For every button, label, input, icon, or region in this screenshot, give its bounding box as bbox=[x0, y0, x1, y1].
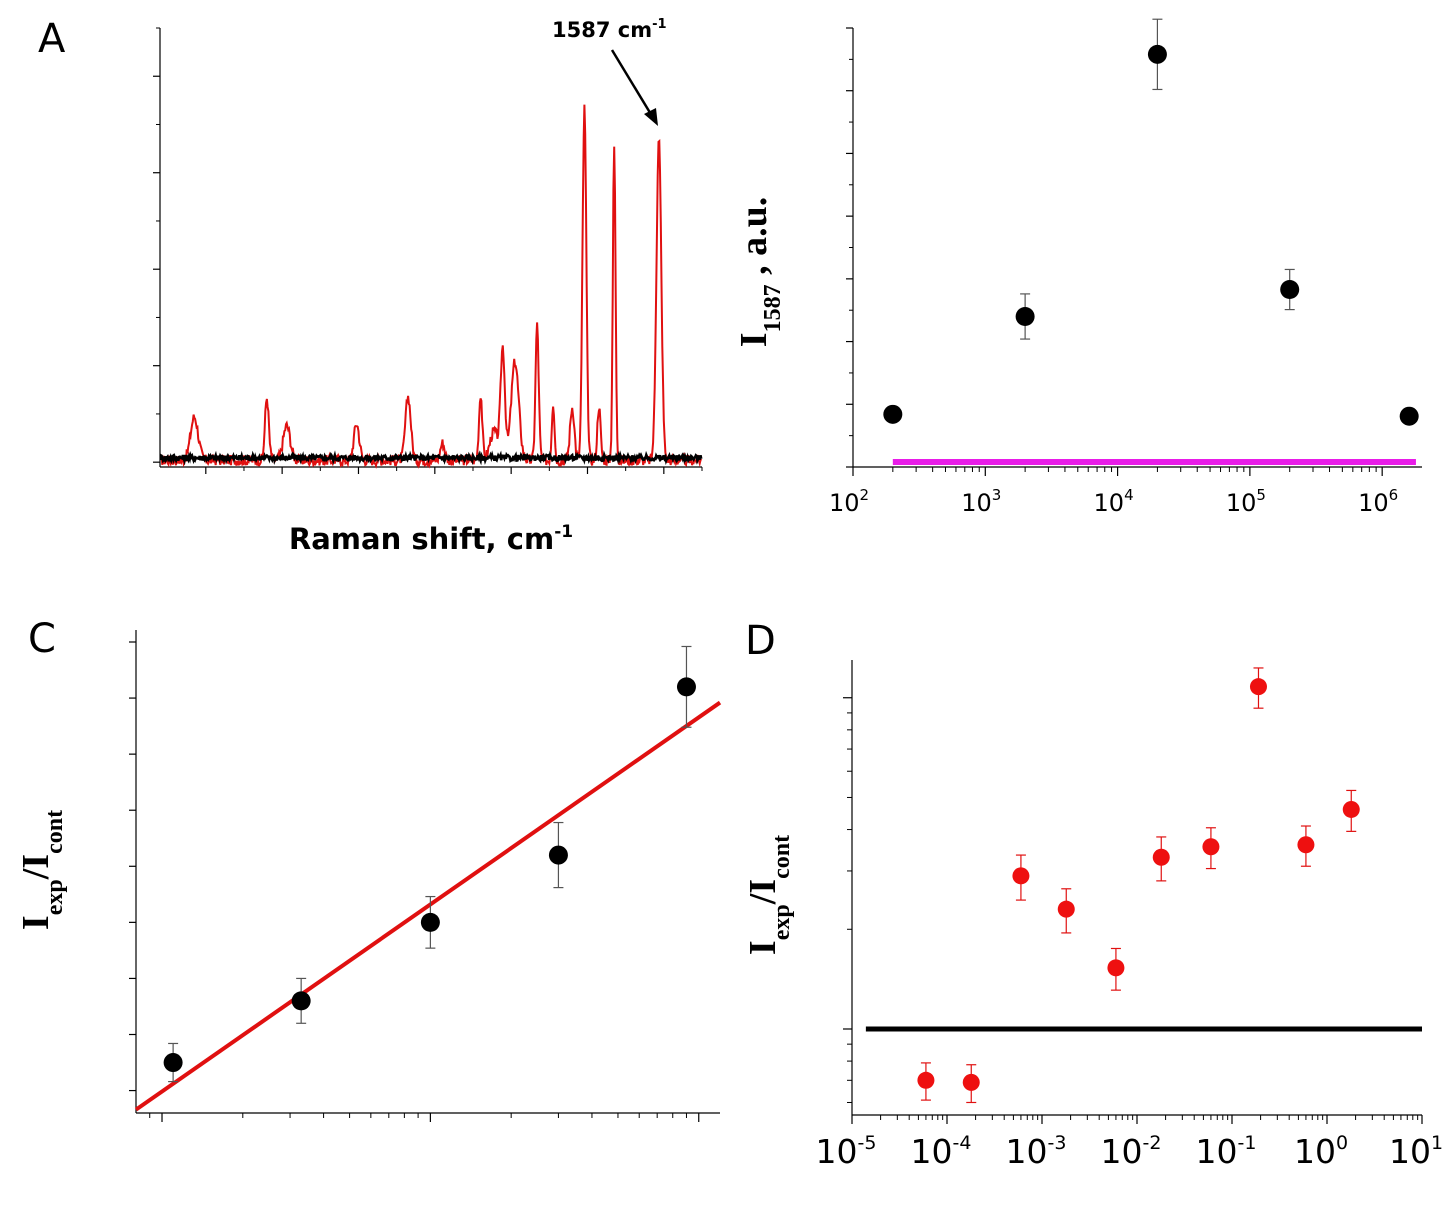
panel-d-x-tick-exp: -4 bbox=[953, 1132, 972, 1154]
panel-c-fit-line bbox=[134, 700, 722, 1112]
panel-d-x-tick-label: 10-5 bbox=[816, 1132, 877, 1171]
panel-d-x-tick-base: 10 bbox=[1006, 1132, 1048, 1171]
panel-d-y-label-sub1: exp bbox=[769, 904, 795, 940]
panel-d-x-tick-base: 10 bbox=[1294, 1132, 1336, 1171]
panel-a-x-label-sup: -1 bbox=[554, 522, 573, 542]
panel-c-data-point bbox=[676, 677, 696, 697]
panel-label-c: C bbox=[28, 616, 56, 662]
panel-d-x-tick-base: 10 bbox=[1389, 1132, 1431, 1171]
panel-c-data-point bbox=[548, 845, 568, 865]
panel-b-x-tick-base: 10 bbox=[1358, 489, 1389, 517]
panel-b-x-tick-label: 103 bbox=[961, 486, 1001, 517]
panel-d-x-tick-label: 10-4 bbox=[911, 1132, 972, 1171]
panel-b-data-point bbox=[1147, 44, 1167, 64]
panel-b-y-label-main: I bbox=[733, 332, 775, 347]
panel-b-data-point bbox=[1399, 406, 1419, 426]
panel-d-y-label-sub2: cont bbox=[769, 835, 795, 879]
panel-label-d: D bbox=[745, 618, 776, 664]
panel-b-data-point bbox=[1015, 306, 1035, 326]
panel-d-x-tick-base: 10 bbox=[1101, 1132, 1143, 1171]
panel-d-data-point bbox=[1297, 836, 1315, 854]
panel-d-y-label-main: I bbox=[742, 940, 784, 955]
panel-d-x-tick-exp: 1 bbox=[1431, 1132, 1443, 1154]
panel-c-data-point bbox=[163, 1053, 183, 1073]
panel-c-y-label-sub1: exp bbox=[42, 879, 68, 915]
panel-a-series-experiment bbox=[160, 104, 703, 469]
panel-d-data-point bbox=[1107, 959, 1125, 977]
panel-d-data-point bbox=[1249, 678, 1267, 696]
panel-d-data-point bbox=[1152, 848, 1170, 866]
panel-label-a: A bbox=[38, 16, 66, 62]
panel-c-y-label-mid: /I bbox=[15, 854, 57, 880]
panel-b-x-tick-label: 104 bbox=[1094, 486, 1134, 517]
panel-d-x-tick-base: 10 bbox=[816, 1132, 858, 1171]
panel-d-data-point bbox=[1202, 838, 1220, 856]
panel-d-x-tick-base: 10 bbox=[911, 1132, 953, 1171]
panel-b-x-tick-exp: 5 bbox=[1256, 486, 1266, 504]
panel-a-annotation-text: 1587 cm bbox=[552, 18, 652, 42]
panel-d-data-point bbox=[1057, 900, 1075, 918]
panel-c-ratio-vs-cy3: Iexp/Icont bbox=[15, 630, 722, 1122]
panel-d-x-tick-label: 10-2 bbox=[1101, 1132, 1162, 1171]
panel-d-x-tick-exp: -5 bbox=[858, 1132, 877, 1154]
panel-b-x-tick-label: 102 bbox=[829, 486, 869, 517]
panel-a-annotation-sup: -1 bbox=[652, 17, 666, 32]
panel-d-x-tick-exp: -1 bbox=[1238, 1132, 1257, 1154]
panel-b-x-tick-base: 10 bbox=[1094, 489, 1125, 517]
panel-b-x-tick-label: 106 bbox=[1358, 486, 1398, 517]
panel-b-x-tick-exp: 3 bbox=[992, 486, 1002, 504]
panel-a-x-label: Raman shift, cm-1 bbox=[289, 522, 573, 556]
panel-b-data-point bbox=[1280, 280, 1300, 300]
panel-d-data-point bbox=[962, 1073, 980, 1091]
panel-d-x-tick-label: 101 bbox=[1389, 1132, 1443, 1171]
panel-b-x-tick-base: 10 bbox=[961, 489, 992, 517]
panel-b-x-tick-exp: 4 bbox=[1124, 486, 1134, 504]
panel-d-y-label: Iexp/Icont bbox=[742, 835, 795, 955]
panel-b-x-tick-base: 10 bbox=[829, 489, 860, 517]
panel-b-y-label-sub: 1587 bbox=[760, 284, 786, 332]
panel-d-x-tick-label: 10-1 bbox=[1196, 1132, 1257, 1171]
panel-c-data-point bbox=[420, 912, 440, 932]
panel-a-x-label-text: Raman shift, cm bbox=[289, 522, 554, 556]
panel-d-data-point bbox=[1012, 867, 1030, 885]
panel-d-x-tick-label: 100 bbox=[1294, 1132, 1348, 1171]
panel-b-x-tick-label: 105 bbox=[1226, 486, 1266, 517]
panel-d-x-tick-base: 10 bbox=[1196, 1132, 1238, 1171]
panel-d-x-tick-exp: -2 bbox=[1143, 1132, 1162, 1154]
panel-d-data-point bbox=[1342, 800, 1360, 818]
panel-b-y-label-tail: , a.u. bbox=[733, 197, 775, 285]
panel-d-y-label-mid: /I bbox=[742, 879, 784, 905]
panel-a-series-control bbox=[159, 449, 703, 466]
panel-b-x-tick-exp: 6 bbox=[1389, 486, 1399, 504]
panel-a-annotation-arrow bbox=[610, 49, 654, 117]
panel-a-annotation-arrowhead bbox=[644, 108, 658, 126]
panel-a-annotation: 1587 cm-1 bbox=[552, 17, 667, 42]
panel-c-y-label-sub2: cont bbox=[42, 810, 68, 854]
panel-c-data-point bbox=[291, 991, 311, 1011]
panel-b-data-point bbox=[883, 404, 903, 424]
panel-b-y-label: I1587 , a.u. bbox=[733, 197, 786, 347]
panel-d-data-point bbox=[917, 1071, 935, 1089]
panel-b-x-tick-base: 10 bbox=[1226, 489, 1257, 517]
panel-b-x-tick-exp: 2 bbox=[860, 486, 870, 504]
panel-c-y-label-main: I bbox=[15, 915, 57, 930]
panel-d-x-tick-exp: -3 bbox=[1048, 1132, 1067, 1154]
panel-d-x-tick-label: 10-3 bbox=[1006, 1132, 1067, 1171]
panel-d-x-tick-exp: 0 bbox=[1336, 1132, 1348, 1154]
panel-c-y-label: Iexp/Icont bbox=[15, 810, 68, 930]
